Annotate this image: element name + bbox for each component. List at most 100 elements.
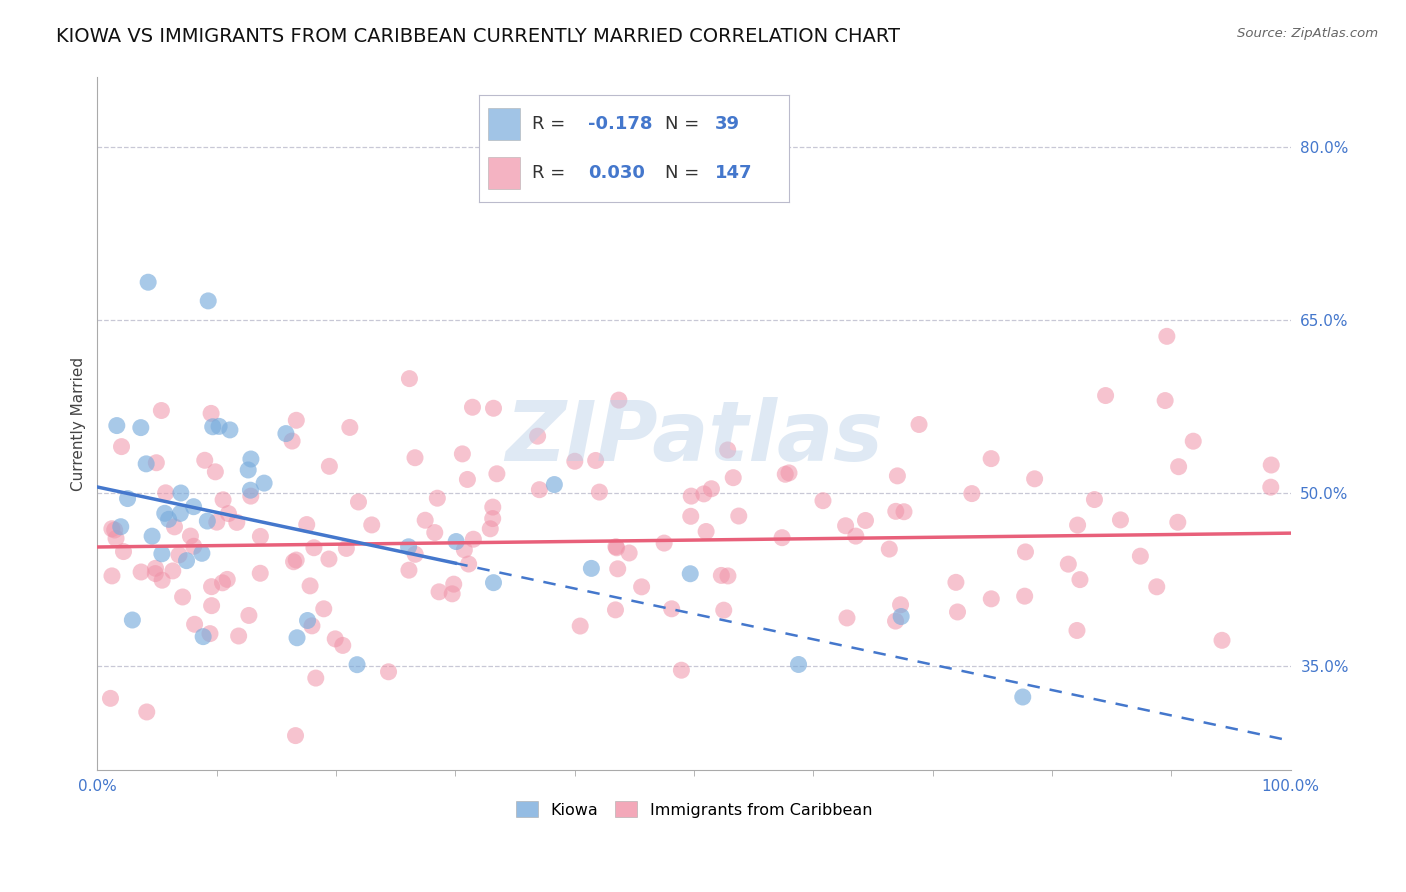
- Point: [105, 418, 128, 433]
- Point: [155, 485, 177, 500]
- Point: [1156, 329, 1178, 343]
- Point: [312, 602, 335, 616]
- Point: [1066, 624, 1088, 638]
- Point: [305, 671, 328, 685]
- Point: [398, 563, 420, 577]
- Point: [893, 505, 915, 519]
- Point: [607, 393, 630, 408]
- Point: [1109, 513, 1132, 527]
- Point: [855, 513, 877, 527]
- Point: [301, 619, 323, 633]
- Legend: Kiowa, Immigrants from Caribbean: Kiowa, Immigrants from Caribbean: [509, 795, 879, 824]
- Point: [884, 614, 907, 628]
- Point: [960, 486, 983, 500]
- Point: [1167, 459, 1189, 474]
- Point: [285, 413, 308, 427]
- Point: [225, 516, 247, 530]
- Point: [239, 452, 262, 467]
- Point: [451, 447, 474, 461]
- Point: [1129, 549, 1152, 564]
- Point: [274, 426, 297, 441]
- Point: [413, 513, 436, 527]
- Point: [404, 547, 426, 561]
- Point: [884, 504, 907, 518]
- Point: [1154, 393, 1177, 408]
- Point: [302, 541, 325, 555]
- Point: [204, 465, 226, 479]
- Point: [693, 487, 716, 501]
- Text: KIOWA VS IMMIGRANTS FROM CARIBBEAN CURRENTLY MARRIED CORRELATION CHART: KIOWA VS IMMIGRANTS FROM CARIBBEAN CURRE…: [56, 27, 900, 45]
- Point: [197, 293, 219, 308]
- Point: [346, 657, 368, 672]
- Point: [479, 522, 502, 536]
- Point: [481, 511, 503, 525]
- Point: [183, 500, 205, 514]
- Point: [605, 603, 627, 617]
- Point: [201, 599, 224, 613]
- Point: [198, 626, 221, 640]
- Point: [112, 544, 135, 558]
- Point: [443, 577, 465, 591]
- Point: [377, 665, 399, 679]
- Point: [787, 657, 810, 672]
- Point: [890, 598, 912, 612]
- Point: [456, 473, 478, 487]
- Point: [1211, 633, 1233, 648]
- Point: [219, 423, 242, 437]
- Point: [661, 602, 683, 616]
- Point: [169, 507, 191, 521]
- Point: [195, 514, 218, 528]
- Point: [143, 566, 166, 581]
- Point: [157, 512, 180, 526]
- Point: [135, 705, 157, 719]
- Point: [283, 555, 305, 569]
- Point: [208, 419, 231, 434]
- Point: [217, 573, 239, 587]
- Point: [529, 483, 551, 497]
- Text: Source: ZipAtlas.com: Source: ZipAtlas.com: [1237, 27, 1378, 40]
- Point: [238, 463, 260, 477]
- Point: [249, 566, 271, 581]
- Point: [1094, 388, 1116, 402]
- Point: [457, 557, 479, 571]
- Point: [441, 587, 464, 601]
- Point: [176, 554, 198, 568]
- Point: [811, 493, 834, 508]
- Point: [945, 575, 967, 590]
- Point: [398, 371, 420, 385]
- Point: [585, 453, 607, 467]
- Point: [671, 663, 693, 677]
- Point: [482, 575, 505, 590]
- Point: [297, 614, 319, 628]
- Point: [194, 453, 217, 467]
- Point: [778, 466, 800, 480]
- Point: [1011, 690, 1033, 704]
- Point: [318, 459, 340, 474]
- Point: [191, 630, 214, 644]
- Point: [110, 519, 132, 533]
- Point: [238, 608, 260, 623]
- Point: [167, 548, 190, 562]
- Point: [200, 406, 222, 420]
- Point: [834, 518, 856, 533]
- Point: [453, 542, 475, 557]
- Point: [695, 524, 717, 539]
- Point: [183, 617, 205, 632]
- Point: [717, 569, 740, 583]
- Point: [145, 561, 167, 575]
- Point: [179, 529, 201, 543]
- Point: [335, 541, 357, 556]
- Point: [1066, 518, 1088, 533]
- Point: [201, 419, 224, 434]
- Point: [145, 456, 167, 470]
- Point: [877, 542, 900, 557]
- Point: [461, 401, 484, 415]
- Point: [285, 631, 308, 645]
- Point: [426, 491, 449, 506]
- Point: [136, 275, 159, 289]
- Point: [1069, 573, 1091, 587]
- Point: [543, 477, 565, 491]
- Point: [239, 483, 262, 498]
- Point: [481, 500, 503, 514]
- Point: [117, 491, 139, 506]
